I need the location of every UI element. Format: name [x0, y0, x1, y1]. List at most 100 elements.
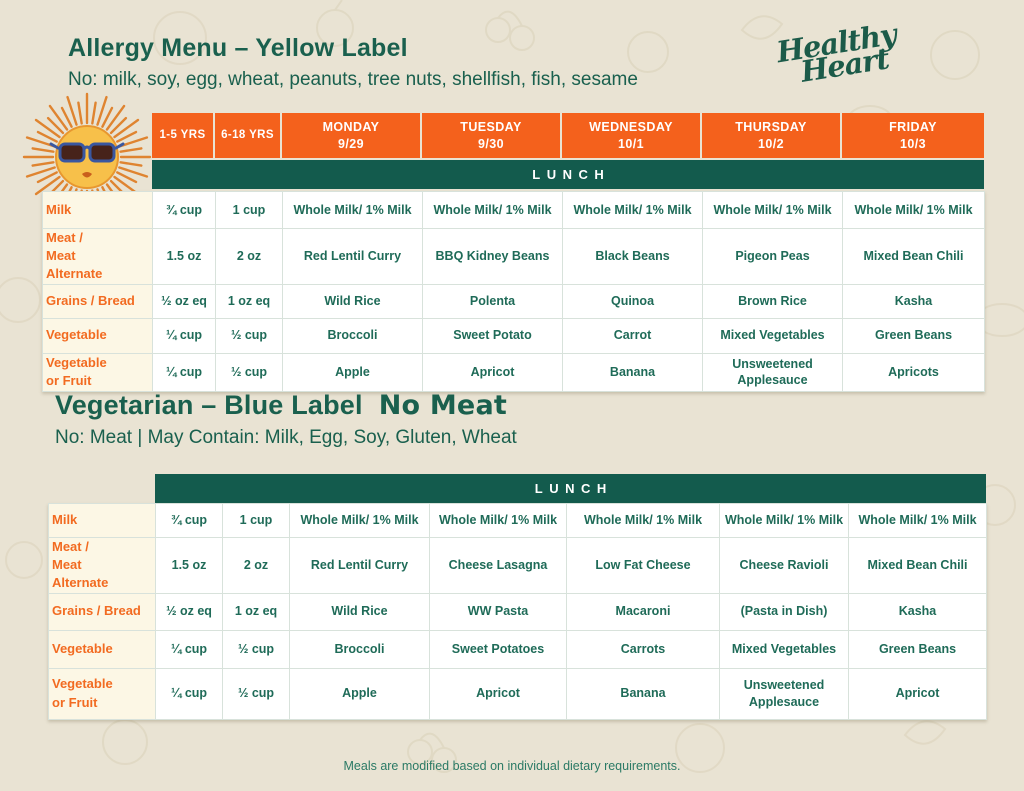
menu-item-cell: Apricot [848, 667, 987, 720]
serving-value: ¼ cup [152, 317, 216, 354]
vegetarian-subtitle: No: Meat | May Contain: Milk, Egg, Soy, … [55, 427, 517, 449]
menu-item-cell: Whole Milk/ 1% Milk [566, 503, 720, 538]
table-row: Vegetable ¼ cup ½ cup Broccoli Sweet Pot… [42, 317, 985, 354]
vegetarian-menu-table: Milk ¾ cup 1 cup Whole Milk/ 1% Milk Who… [48, 503, 987, 720]
column-header-wednesday: WEDNESDAY 10/1 [562, 113, 700, 158]
serving-value: 1 oz eq [222, 592, 290, 631]
allergy-section-header: Allergy Menu – Yellow Label No: milk, so… [68, 34, 638, 92]
menu-item-cell: Apricot [429, 667, 567, 720]
serving-value: ½ oz eq [155, 592, 223, 631]
serving-value: ¾ cup [152, 191, 216, 229]
row-category: Vegetable [48, 629, 156, 669]
allergy-lunch-band: LUNCH [152, 160, 984, 189]
menu-item-cell: Quinoa [562, 283, 703, 319]
row-category: Milk [42, 191, 153, 229]
serving-value: ½ cup [215, 317, 283, 354]
menu-item-cell: Polenta [422, 283, 563, 319]
table-row: Grains / Bread ½ oz eq 1 oz eq Wild Rice… [48, 592, 987, 631]
serving-value: ¼ cup [155, 667, 223, 720]
row-category: Grains / Bread [42, 283, 153, 319]
vegetarian-section-header: Vegetarian – Blue Label No Meat No: Meat … [55, 390, 517, 450]
menu-item-cell: Whole Milk/ 1% Milk [719, 503, 849, 538]
menu-item-cell: Mixed Vegetables [719, 629, 849, 669]
serving-value: 2 oz [215, 228, 283, 285]
menu-item-cell: Apple [289, 667, 430, 720]
menu-item-cell: Whole Milk/ 1% Milk [562, 191, 703, 229]
menu-item-cell: Low Fat Cheese [566, 537, 720, 594]
menu-item-cell: Red Lentil Curry [289, 537, 430, 594]
menu-item-cell: Carrot [562, 317, 703, 354]
vegetarian-lunch-band: LUNCH [155, 474, 986, 503]
column-header-monday: MONDAY 9/29 [282, 113, 420, 158]
serving-value: ½ cup [215, 352, 283, 392]
serving-value: 1 cup [222, 503, 290, 538]
sun-icon [22, 92, 152, 222]
table-row: Meat / Meat Alternate 1.5 oz 2 oz Red Le… [42, 228, 985, 285]
menu-item-cell: Black Beans [562, 228, 703, 285]
table-row: Grains / Bread ½ oz eq 1 oz eq Wild Rice… [42, 283, 985, 319]
menu-item-cell: Whole Milk/ 1% Milk [842, 191, 985, 229]
menu-item-cell: Mixed Bean Chili [842, 228, 985, 285]
menu-item-cell: Broccoli [282, 317, 423, 354]
menu-item-cell: Mixed Bean Chili [848, 537, 987, 594]
footer-note: Meals are modified based on individual d… [343, 759, 681, 773]
row-category: Milk [48, 503, 156, 538]
menu-item-cell: Broccoli [289, 629, 430, 669]
menu-item-cell: Cheese Lasagna [429, 537, 567, 594]
serving-value: ½ cup [222, 629, 290, 669]
row-category: Vegetable [42, 317, 153, 354]
serving-value: 1 cup [215, 191, 283, 229]
allergy-subtitle: No: milk, soy, egg, wheat, peanuts, tree… [68, 68, 638, 90]
column-header-friday: FRIDAY 10/3 [842, 113, 984, 158]
menu-item-cell: BBQ Kidney Beans [422, 228, 563, 285]
menu-item-cell: WW Pasta [429, 592, 567, 631]
menu-item-cell: Mixed Vegetables [702, 317, 843, 354]
menu-item-cell: Sweet Potato [422, 317, 563, 354]
menu-item-cell: Whole Milk/ 1% Milk [289, 503, 430, 538]
row-category: Vegetable or Fruit [48, 667, 156, 720]
menu-item-cell: Whole Milk/ 1% Milk [848, 503, 987, 538]
menu-item-cell: Green Beans [842, 317, 985, 354]
menu-item-cell: Banana [566, 667, 720, 720]
serving-value: ¾ cup [155, 503, 223, 538]
table-row: Meat / Meat Alternate 1.5 oz 2 oz Red Le… [48, 537, 987, 594]
serving-value: 1.5 oz [155, 537, 223, 594]
menu-item-cell: Red Lentil Curry [282, 228, 423, 285]
serving-value: 1 oz eq [215, 283, 283, 319]
allergy-title: Allergy Menu – Yellow Label [68, 34, 408, 62]
table-row: Milk ¾ cup 1 cup Whole Milk/ 1% Milk Who… [42, 191, 985, 229]
menu-item-cell: Kasha [842, 283, 985, 319]
menu-item-cell: Pigeon Peas [702, 228, 843, 285]
sunglasses-icon [49, 142, 125, 163]
menu-item-cell: Macaroni [566, 592, 720, 631]
table-row: Vegetable or Fruit ¼ cup ½ cup Apple Apr… [42, 352, 985, 392]
row-category: Meat / Meat Alternate [42, 228, 153, 285]
column-header-age-6-18: 6-18 YRS [215, 113, 280, 158]
menu-item-cell: Green Beans [848, 629, 987, 669]
vegetarian-title: Vegetarian – Blue Label No Meat [55, 390, 507, 421]
menu-item-cell: Cheese Ravioli [719, 537, 849, 594]
serving-value: ¼ cup [152, 352, 216, 392]
serving-value: ¼ cup [155, 629, 223, 669]
menu-item-cell: Kasha [848, 592, 987, 631]
column-header-thursday: THURSDAY 10/2 [702, 113, 840, 158]
table-row: Vegetable or Fruit ¼ cup ½ cup Apple Apr… [48, 667, 987, 720]
menu-item-cell: Whole Milk/ 1% Milk [429, 503, 567, 538]
row-category: Grains / Bread [48, 592, 156, 631]
menu-item-cell: (Pasta in Dish) [719, 592, 849, 631]
table-row: Milk ¾ cup 1 cup Whole Milk/ 1% Milk Who… [48, 503, 987, 538]
allergy-day-header-row: 1-5 YRS 6-18 YRS MONDAY 9/29 TUESDAY 9/3… [152, 113, 984, 158]
menu-item-cell: Whole Milk/ 1% Milk [282, 191, 423, 229]
menu-item-cell: Wild Rice [282, 283, 423, 319]
menu-item-cell: Whole Milk/ 1% Milk [422, 191, 563, 229]
table-row: Vegetable ¼ cup ½ cup Broccoli Sweet Pot… [48, 629, 987, 669]
menu-item-cell: Whole Milk/ 1% Milk [702, 191, 843, 229]
menu-item-cell: Carrots [566, 629, 720, 669]
serving-value: ½ oz eq [152, 283, 216, 319]
vegetarian-title-suffix: No Meat [378, 390, 507, 421]
menu-item-cell: Wild Rice [289, 592, 430, 631]
serving-value: 1.5 oz [152, 228, 216, 285]
menu-item-cell: Brown Rice [702, 283, 843, 319]
allergy-menu-table: Milk ¾ cup 1 cup Whole Milk/ 1% Milk Who… [42, 191, 985, 392]
